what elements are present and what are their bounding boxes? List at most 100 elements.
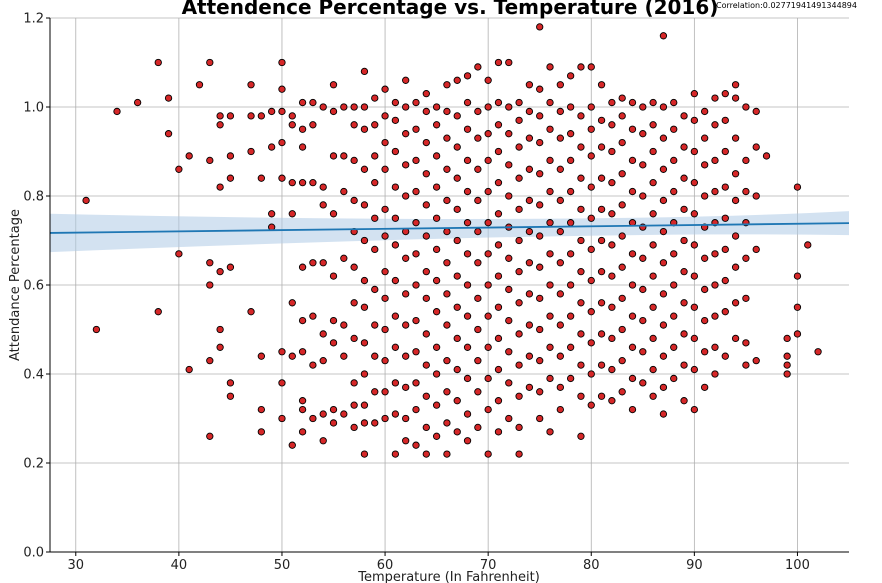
data-point-540	[742, 156, 750, 165]
x-tick-label-3: 60	[377, 558, 394, 573]
data-point-296	[505, 414, 513, 423]
x-tick-label-7: 100	[785, 558, 810, 573]
data-point-334	[546, 63, 554, 71]
data-point-437	[639, 103, 647, 111]
data-point-89	[329, 316, 338, 325]
data-point-167	[402, 321, 410, 329]
data-point-205	[432, 343, 441, 351]
data-point-362	[566, 187, 575, 196]
data-point-115	[360, 201, 369, 209]
data-point-28	[226, 263, 235, 271]
data-point-458	[659, 32, 668, 40]
data-point-84	[329, 81, 338, 89]
data-point-158	[391, 450, 400, 458]
data-point-419	[618, 201, 626, 209]
data-point-79	[319, 259, 327, 267]
data-point-5	[154, 308, 162, 316]
data-point-342	[546, 312, 554, 320]
data-point-559	[793, 303, 802, 311]
data-point-286	[505, 103, 513, 111]
data-point-70	[309, 121, 317, 129]
data-point-11	[185, 365, 193, 374]
data-point-94	[340, 152, 348, 160]
data-point-473	[670, 187, 678, 196]
data-point-178	[412, 281, 420, 289]
data-point-3	[133, 98, 142, 107]
data-point-478	[670, 343, 678, 351]
data-point-88	[329, 272, 338, 280]
data-point-248	[474, 107, 482, 116]
data-point-41	[268, 143, 276, 151]
data-point-506	[701, 254, 709, 262]
data-point-459	[659, 103, 668, 111]
data-point-106	[350, 299, 358, 307]
data-point-71	[309, 178, 317, 187]
data-point-375	[577, 267, 585, 276]
data-point-389	[587, 308, 595, 316]
data-point-494	[690, 210, 699, 218]
data-point-96	[340, 254, 348, 262]
data-point-254	[474, 294, 482, 302]
data-point-295	[505, 379, 513, 387]
data-point-185	[422, 107, 430, 116]
data-point-61	[298, 143, 307, 151]
data-point-186	[422, 138, 430, 147]
data-point-97	[340, 321, 348, 329]
data-point-27	[226, 174, 235, 182]
data-point-288	[505, 161, 513, 169]
data-point-297	[515, 98, 523, 107]
data-point-135	[381, 85, 389, 93]
data-point-289	[505, 192, 513, 200]
data-point-488	[680, 361, 688, 369]
data-point-440	[639, 192, 647, 200]
data-point-396	[597, 174, 606, 182]
x-tick-label-6: 90	[686, 558, 703, 573]
data-point-197	[432, 103, 441, 111]
data-point-234	[463, 72, 472, 80]
data-point-50	[278, 379, 286, 387]
data-point-49	[278, 348, 286, 356]
data-point-166	[402, 290, 410, 298]
data-point-490	[690, 90, 699, 98]
data-point-229	[453, 303, 461, 311]
data-point-482	[680, 174, 688, 182]
data-point-29	[226, 379, 235, 387]
data-point-464	[659, 259, 668, 267]
data-point-209	[443, 81, 451, 89]
x-tick-label-2: 50	[274, 558, 291, 573]
data-point-369	[577, 63, 585, 71]
data-point-368	[566, 374, 575, 383]
data-point-150	[391, 183, 400, 191]
data-point-445	[639, 348, 647, 356]
data-point-20	[216, 121, 224, 129]
data-point-259	[484, 76, 492, 84]
data-point-124	[371, 94, 379, 102]
data-point-457	[649, 392, 657, 400]
data-point-78	[319, 201, 327, 209]
data-point-19	[216, 112, 224, 120]
data-point-385	[587, 183, 595, 191]
data-point-21	[216, 183, 224, 191]
data-point-143	[381, 325, 389, 334]
data-point-521	[721, 90, 729, 98]
data-point-483	[680, 205, 688, 214]
data-point-420	[618, 232, 626, 240]
data-point-412	[608, 334, 616, 343]
data-point-304	[515, 299, 523, 307]
data-point-125	[371, 121, 379, 129]
data-point-367	[566, 343, 575, 351]
data-point-266	[484, 281, 492, 289]
data-point-134	[371, 419, 379, 427]
data-point-300	[515, 174, 523, 182]
data-point-471	[670, 125, 678, 133]
data-point-504	[701, 192, 709, 200]
x-tick-label-5: 80	[583, 558, 600, 573]
data-point-221	[443, 450, 451, 458]
y-tick-label-3: 0.6	[23, 279, 44, 294]
x-tick-label-0: 30	[68, 558, 85, 573]
data-point-279	[494, 272, 503, 280]
data-point-470	[670, 98, 678, 107]
data-point-46	[278, 107, 286, 116]
data-point-450	[649, 178, 657, 187]
data-point-87	[329, 210, 338, 218]
